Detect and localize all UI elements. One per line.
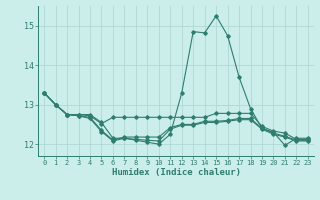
- X-axis label: Humidex (Indice chaleur): Humidex (Indice chaleur): [111, 168, 241, 177]
